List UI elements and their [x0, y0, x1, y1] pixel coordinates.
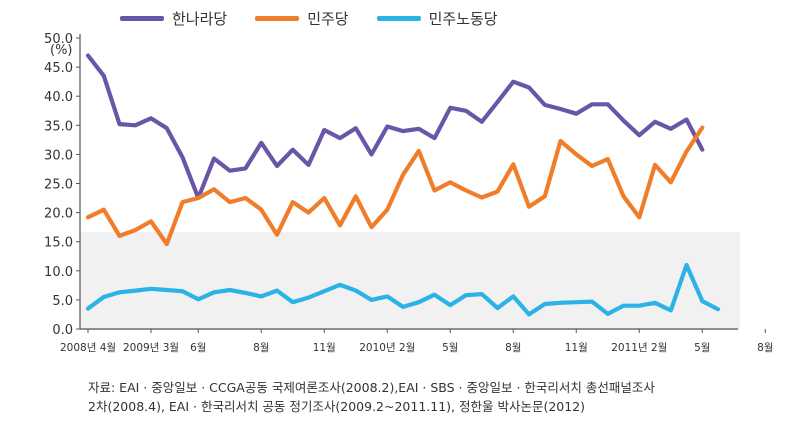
y-tick-label: 15.0	[44, 236, 73, 251]
x-tick-label: 8월	[505, 342, 521, 354]
legend-swatch-minjunodong	[376, 16, 421, 21]
x-tick-label: 8월	[253, 342, 269, 354]
y-tick-label: 40.0	[44, 90, 73, 105]
y-tick-label: 0.0	[52, 323, 73, 338]
y-axis-unit: (%)	[50, 43, 73, 58]
legend-label-hannara: 한나라당	[172, 10, 228, 28]
legend-item-minju: 민주당	[255, 8, 349, 29]
y-tick-label: 50.0	[44, 32, 73, 47]
x-tick-label: 2011년 2월	[611, 342, 667, 354]
y-tick-label: 30.0	[44, 148, 73, 163]
y-axis: 0.0 5.0 10.0 15.0 20.0 25.0 30.0 35.0 40.0 45.0 50…	[44, 32, 81, 338]
legend-swatch-minju	[255, 16, 300, 21]
y-tick-label: 35.0	[44, 119, 73, 134]
x-tick-label: 5월	[442, 342, 458, 354]
legend-swatch-hannara	[120, 16, 164, 21]
x-axis: 2008년 4월 2009년 3월 6월 8월 11월 2010년 2월 5월 8월 11월 20…	[60, 328, 773, 354]
x-tick-label: 2010년 2월	[359, 342, 415, 354]
y-tick-label: 5.0	[52, 294, 73, 309]
y-tick-label: 10.0	[44, 265, 73, 280]
y-tick-label: 25.0	[44, 178, 73, 193]
legend-item-hannara: 한나라당	[120, 8, 227, 29]
source-line-1: 자료: EAI · 중앙일보 · CCGA공동 국제여론조사(2008.2),E…	[88, 380, 655, 395]
y-tick-label: 20.0	[44, 207, 73, 222]
x-tick-label: 5월	[694, 342, 710, 354]
legend: 한나라당 민주당 민주노동당	[120, 8, 498, 29]
x-tick-label: 2009년 3월	[123, 342, 179, 354]
plot-area-lower-shade	[80, 232, 740, 330]
legend-item-minjunodong: 민주노동당	[376, 8, 498, 29]
x-tick-label: 2008년 4월	[60, 342, 116, 354]
series-line-1	[85, 125, 705, 247]
x-tick-label: 11월	[565, 342, 588, 354]
legend-label-minjunodong: 민주노동당	[428, 10, 498, 28]
legend-label-minju: 민주당	[307, 10, 349, 28]
series-layer	[85, 53, 721, 317]
x-tick-label: 8월	[757, 342, 773, 354]
source-note: 자료: EAI · 중앙일보 · CCGA공동 국제여론조사(2008.2),E…	[88, 378, 728, 416]
source-line-2: 2차(2008.4), EAI · 한국리서치 공동 정기조사(2009.2~2…	[88, 399, 586, 414]
x-tick-label: 11월	[313, 342, 336, 354]
series-line-0	[85, 53, 705, 201]
y-tick-label: 45.0	[44, 61, 73, 76]
x-tick-label: 6월	[190, 342, 206, 354]
